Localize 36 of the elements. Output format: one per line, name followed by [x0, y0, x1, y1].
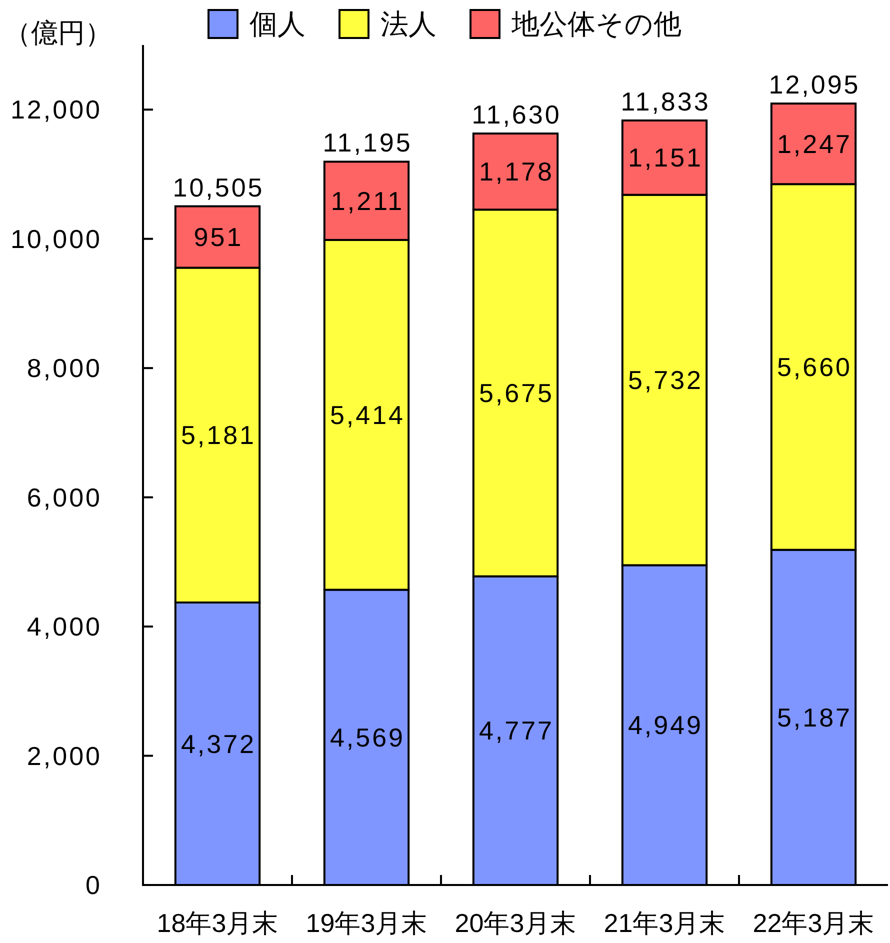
data-label: 5,660 [776, 352, 852, 382]
total-label: 12,095 [768, 70, 860, 100]
x-tick-label: 22年3月末 [752, 908, 874, 938]
y-tick-label: 12,000 [10, 94, 102, 125]
legend-label: 地公体その他 [510, 8, 682, 40]
y-tick-label: 6,000 [26, 482, 102, 512]
data-label: 5,414 [330, 400, 406, 430]
data-label: 5,732 [628, 365, 704, 396]
total-label: 11,630 [472, 100, 562, 130]
y-tick-label: 8,000 [26, 353, 102, 384]
data-label: 4,372 [180, 728, 256, 759]
total-label: 11,195 [322, 128, 412, 158]
x-tick-label: 20年3月末 [454, 908, 576, 938]
data-label: 951 [194, 222, 244, 252]
x-tick-label: 18年3月末 [156, 908, 278, 938]
data-label: 4,569 [330, 722, 406, 752]
total-label: 10,505 [172, 172, 264, 202]
legend-label: 個人 [250, 8, 306, 40]
data-label: 4,777 [478, 716, 554, 746]
data-label: 4,949 [628, 710, 704, 740]
data-label: 5,675 [478, 378, 554, 408]
y-axis-title: （億円） [4, 18, 112, 48]
data-label: 1,211 [330, 186, 404, 216]
x-tick-label: 21年3月末 [604, 908, 726, 938]
x-tick-label: 19年3月末 [306, 908, 428, 938]
data-label: 1,151 [628, 142, 704, 173]
y-tick-label: 4,000 [26, 612, 102, 642]
total-label: 11,833 [620, 86, 710, 116]
y-tick-label: 2,000 [26, 740, 102, 771]
y-tick-label: 10,000 [10, 224, 102, 254]
y-tick-label: 0 [86, 870, 102, 900]
legend-label: 法人 [380, 8, 436, 40]
data-label: 5,187 [776, 702, 852, 732]
data-label: 1,178 [478, 156, 554, 187]
data-label: 5,181 [180, 420, 256, 450]
data-label: 1,247 [776, 128, 852, 159]
